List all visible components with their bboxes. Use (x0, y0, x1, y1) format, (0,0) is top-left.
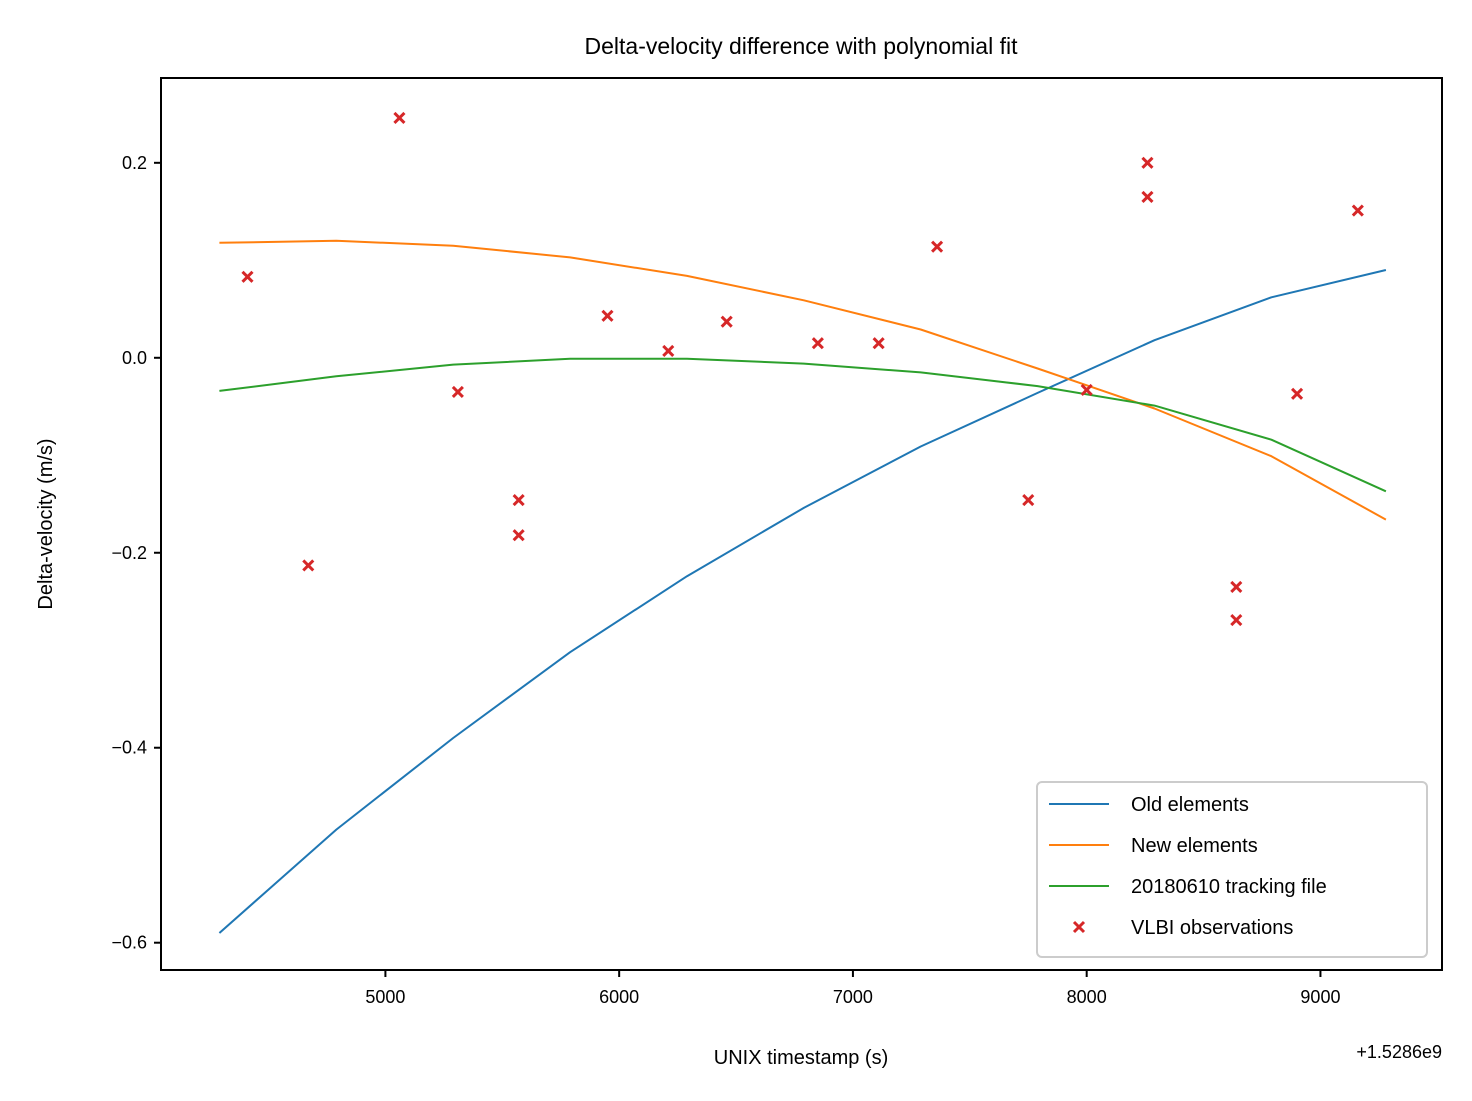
x-tick-label: 9000 (1300, 987, 1340, 1007)
y-tick-label: −0.6 (111, 933, 147, 953)
series-line-0 (218, 269, 1387, 934)
x-tick-label: 5000 (365, 987, 405, 1007)
x-tick-label: 6000 (599, 987, 639, 1007)
plot-area: 5000 6000 7000 8000 9000 −0.6 −0.4 −0.2 0.0 0.2 (111, 77, 1443, 1007)
series-line-1 (219, 239, 1387, 521)
vlbi-observation-point (241, 270, 254, 283)
vlbi-observation-point (302, 559, 315, 572)
legend: Old elements New elements 20180610 trackin… (1036, 781, 1428, 958)
x-axis-label: UNIX timestamp (s) (714, 1047, 888, 1069)
series-layer (218, 111, 1387, 934)
vlbi-observation-point (393, 111, 406, 125)
legend-entry-label: VLBI observations (1131, 917, 1293, 939)
vlbi-observation-point (811, 337, 824, 350)
vlbi-observation-point (1022, 494, 1035, 507)
vlbi-observation-point (512, 494, 525, 507)
y-axis-ticks: −0.6 −0.4 −0.2 0.0 0.2 (111, 153, 161, 953)
legend-entry-label: 20180610 tracking file (1131, 876, 1327, 898)
series-line-2 (219, 357, 1387, 493)
vlbi-observation-point (451, 385, 464, 398)
x-tick-label: 8000 (1067, 987, 1107, 1007)
vlbi-observation-point (872, 337, 885, 350)
vlbi-observation-point (720, 315, 733, 328)
legend-swatch (1072, 920, 1086, 934)
chart-title: Delta-velocity difference with polynomia… (585, 33, 1019, 59)
x-axis-offset-label: +1.5286e9 (1356, 1042, 1442, 1062)
vlbi-observation-point (1141, 156, 1154, 169)
x-axis-ticks: 5000 6000 7000 8000 9000 (365, 970, 1340, 1007)
vlbi-observation-point (1351, 204, 1364, 217)
vlbi-observation-point (1291, 387, 1304, 400)
vlbi-observation-point (1141, 190, 1154, 203)
vlbi-observation-point (931, 240, 944, 253)
vlbi-observation-point (512, 529, 525, 542)
y-axis-label: Delta-velocity (m/s) (35, 438, 57, 609)
y-tick-label: −0.4 (111, 738, 147, 758)
legend-box (1036, 781, 1428, 958)
vlbi-observation-point (601, 309, 614, 322)
vlbi-observation-point (662, 344, 675, 358)
legend-entry-label: New elements (1131, 835, 1258, 857)
y-tick-label: 0.0 (122, 348, 147, 368)
legend-entry-label: Old elements (1131, 794, 1249, 816)
vlbi-observation-point (1230, 613, 1243, 627)
axes-frame (160, 77, 1443, 971)
vlbi-observation-point (1080, 383, 1093, 397)
x-tick-label: 7000 (833, 987, 873, 1007)
y-tick-label: −0.2 (111, 543, 147, 563)
vlbi-observation-point (1230, 580, 1243, 593)
y-tick-label: 0.2 (122, 153, 147, 173)
